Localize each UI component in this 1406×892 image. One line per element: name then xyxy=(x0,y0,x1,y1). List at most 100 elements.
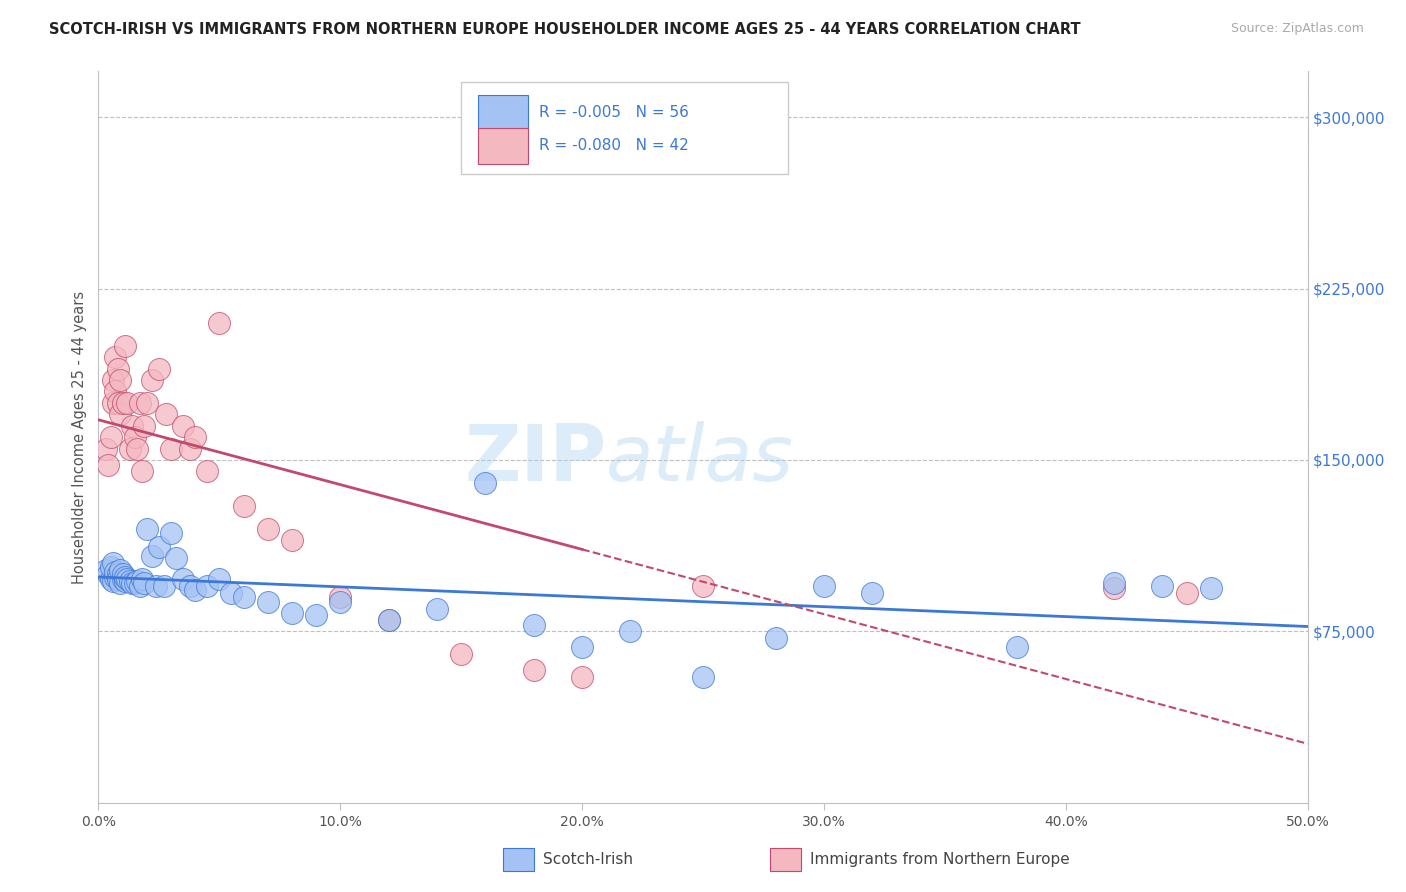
Text: Source: ZipAtlas.com: Source: ZipAtlas.com xyxy=(1230,22,1364,36)
Point xyxy=(124,576,146,591)
Text: SCOTCH-IRISH VS IMMIGRANTS FROM NORTHERN EUROPE HOUSEHOLDER INCOME AGES 25 - 44 : SCOTCH-IRISH VS IMMIGRANTS FROM NORTHERN… xyxy=(49,22,1081,37)
Point xyxy=(100,572,122,586)
Point xyxy=(104,350,127,364)
Text: atlas: atlas xyxy=(606,421,794,497)
Point xyxy=(523,663,546,677)
Point xyxy=(107,396,129,410)
Point xyxy=(145,579,167,593)
Point xyxy=(232,590,254,604)
Point xyxy=(172,572,194,586)
Point xyxy=(281,606,304,620)
Point xyxy=(329,594,352,608)
Point xyxy=(101,396,124,410)
Point xyxy=(305,608,328,623)
Point xyxy=(377,613,399,627)
Point xyxy=(100,430,122,444)
Point xyxy=(121,576,143,591)
Point xyxy=(426,601,449,615)
Point xyxy=(114,569,136,583)
Point xyxy=(1007,640,1029,655)
Point xyxy=(1175,585,1198,599)
Point xyxy=(232,499,254,513)
Point xyxy=(692,579,714,593)
Point xyxy=(377,613,399,627)
Point xyxy=(107,361,129,376)
Point xyxy=(128,396,150,410)
Point xyxy=(100,560,122,574)
Point xyxy=(619,624,641,639)
Point xyxy=(94,442,117,456)
Point xyxy=(97,458,120,472)
Point xyxy=(134,418,156,433)
Point xyxy=(155,407,177,421)
Point xyxy=(108,373,131,387)
Point xyxy=(118,442,141,456)
Point xyxy=(860,585,883,599)
Point xyxy=(256,594,278,608)
Point xyxy=(179,442,201,456)
Point xyxy=(160,526,183,541)
Point xyxy=(1152,579,1174,593)
Point xyxy=(1199,581,1222,595)
Point xyxy=(117,396,139,410)
Point xyxy=(114,338,136,352)
Point xyxy=(329,590,352,604)
Point xyxy=(148,361,170,376)
FancyBboxPatch shape xyxy=(478,128,527,163)
Point xyxy=(172,418,194,433)
Text: ZIP: ZIP xyxy=(464,421,606,497)
Point xyxy=(152,579,174,593)
Point xyxy=(101,373,124,387)
Point xyxy=(124,430,146,444)
Point xyxy=(101,574,124,588)
FancyBboxPatch shape xyxy=(478,95,527,130)
Point xyxy=(131,572,153,586)
Point xyxy=(195,464,218,478)
Point xyxy=(141,549,163,563)
Point xyxy=(135,521,157,535)
Point xyxy=(571,640,593,655)
Point xyxy=(141,373,163,387)
Point xyxy=(121,418,143,433)
Point xyxy=(765,632,787,646)
Point xyxy=(94,563,117,577)
Point xyxy=(1102,581,1125,595)
Point xyxy=(160,442,183,456)
Text: Immigrants from Northern Europe: Immigrants from Northern Europe xyxy=(810,853,1070,867)
Point xyxy=(104,384,127,399)
Point xyxy=(474,475,496,490)
Point xyxy=(208,572,231,586)
Point xyxy=(221,585,243,599)
Point xyxy=(208,316,231,330)
Y-axis label: Householder Income Ages 25 - 44 years: Householder Income Ages 25 - 44 years xyxy=(72,291,87,583)
Point xyxy=(134,576,156,591)
Point xyxy=(135,396,157,410)
Point xyxy=(111,572,134,586)
Text: R = -0.080   N = 42: R = -0.080 N = 42 xyxy=(538,138,689,153)
Point xyxy=(118,574,141,588)
Point xyxy=(108,563,131,577)
Point xyxy=(184,583,207,598)
Point xyxy=(111,567,134,582)
Point xyxy=(813,579,835,593)
FancyBboxPatch shape xyxy=(770,848,801,871)
Point xyxy=(281,533,304,547)
Point xyxy=(571,670,593,684)
Point xyxy=(107,567,129,582)
Point xyxy=(256,521,278,535)
Text: R = -0.005   N = 56: R = -0.005 N = 56 xyxy=(538,105,689,120)
Point xyxy=(148,540,170,554)
Point xyxy=(179,579,201,593)
Point xyxy=(104,565,127,579)
Point xyxy=(131,464,153,478)
Text: Scotch-Irish: Scotch-Irish xyxy=(543,853,633,867)
Point xyxy=(523,617,546,632)
Point xyxy=(127,442,149,456)
Point xyxy=(104,569,127,583)
Point xyxy=(1102,576,1125,591)
Point xyxy=(127,574,149,588)
FancyBboxPatch shape xyxy=(461,82,787,174)
Point xyxy=(111,396,134,410)
FancyBboxPatch shape xyxy=(503,848,534,871)
Point xyxy=(195,579,218,593)
